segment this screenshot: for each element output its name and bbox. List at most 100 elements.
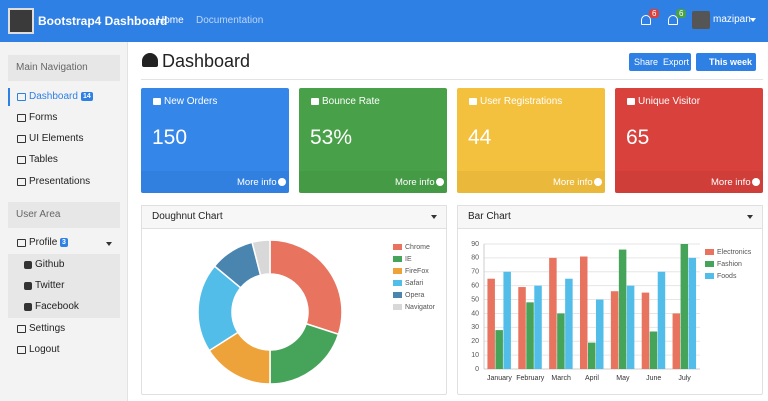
legend-swatch	[393, 268, 402, 274]
sidebar-badge: 3	[60, 238, 68, 247]
bar	[503, 271, 511, 369]
bar	[580, 256, 588, 369]
nav-icon	[17, 93, 26, 101]
bar	[641, 292, 650, 369]
x-tick-label: June	[646, 375, 661, 382]
x-tick-label: February	[516, 375, 545, 382]
share-export-group	[629, 53, 691, 71]
bar	[672, 313, 681, 369]
x-tick-label: May	[616, 375, 630, 382]
panel-header	[141, 205, 447, 229]
sidebar-item[interactable]: UI Elements	[29, 133, 84, 144]
date-button[interactable]	[696, 53, 756, 71]
stat-card	[299, 88, 447, 193]
caret[interactable]	[750, 18, 756, 22]
legend-label: Opera	[405, 292, 425, 299]
y-tick-label: 10	[471, 352, 479, 359]
card-link[interactable]: More info	[553, 177, 593, 188]
logo	[8, 8, 34, 34]
legend-label: Fashion	[717, 261, 742, 268]
button[interactable]: This week	[709, 57, 753, 67]
bar	[518, 287, 526, 369]
panel-header	[457, 205, 763, 229]
sidebar-section-title: User Area	[8, 202, 120, 228]
chart: Chrome IE FireFox Safari Opera Navigator	[197, 239, 436, 385]
user-name[interactable]: mazipan	[713, 14, 751, 25]
x-tick-label: March	[551, 375, 571, 382]
nav-icon	[17, 114, 26, 122]
legend-label: Electronics	[717, 249, 752, 256]
panel-toggle[interactable]	[431, 215, 437, 219]
nav-icon	[17, 325, 26, 333]
navbar	[0, 0, 768, 42]
button[interactable]: Share	[634, 57, 659, 67]
card-title: New Orders	[164, 96, 218, 107]
legend-swatch	[393, 292, 402, 298]
bar	[588, 342, 596, 369]
y-tick-label: 30	[471, 324, 479, 331]
sidebar-section-title: Main Navigation	[8, 55, 120, 81]
card-value: 65	[626, 126, 650, 149]
card-footer	[141, 171, 289, 193]
legend-swatch	[393, 280, 402, 286]
card-footer	[615, 171, 763, 193]
button[interactable]: Export	[663, 57, 690, 67]
submenu-icon	[24, 303, 32, 311]
panel-title: Bar Chart	[468, 211, 511, 222]
bar	[680, 244, 689, 369]
sidebar-item[interactable]: Presentations	[29, 176, 91, 187]
y-tick-label: 70	[471, 269, 479, 276]
submenu-item[interactable]: Twitter	[35, 280, 65, 291]
legend-swatch	[393, 256, 402, 262]
card-title: User Registrations	[480, 96, 563, 107]
arrow-icon	[278, 178, 286, 186]
card-icon	[153, 98, 161, 105]
active-indicator	[8, 88, 10, 106]
legend-swatch	[705, 273, 714, 279]
legend-label: FireFox	[405, 268, 429, 275]
sidebar-item[interactable]: Profile	[29, 237, 58, 248]
panel-title: Doughnut Chart	[152, 211, 223, 222]
submenu-item[interactable]: Github	[35, 259, 65, 270]
sidebar-item[interactable]: Dashboard	[29, 91, 78, 102]
nav-link[interactable]: Home	[157, 15, 184, 26]
chart: 0 10 20 30 40 50 60 70 80 90 January February March A…	[471, 241, 752, 382]
arrow-icon	[436, 178, 444, 186]
sidebar-item[interactable]: Tables	[29, 154, 58, 165]
bell-icon[interactable]	[641, 15, 651, 25]
card-title: Bounce Rate	[322, 96, 380, 107]
caret[interactable]	[106, 242, 112, 246]
y-tick-label: 50	[471, 296, 479, 303]
bar	[626, 285, 635, 369]
sidebar-item[interactable]: Forms	[29, 112, 58, 123]
submenu-icon	[24, 282, 32, 290]
card-link[interactable]: More info	[395, 177, 435, 188]
nav-icon	[17, 135, 26, 143]
legend-swatch	[705, 249, 714, 255]
bar	[557, 313, 565, 369]
legend-label: Navigator	[405, 304, 436, 311]
brand[interactable]: Bootstrap4 Dashboard	[38, 14, 168, 28]
doughnut-slice	[269, 322, 340, 385]
card-icon	[311, 98, 319, 105]
nav-icon	[17, 178, 26, 186]
sidebar-item[interactable]: Settings	[29, 323, 66, 334]
x-tick-label: July	[678, 375, 691, 382]
sidebar-badge: 14	[81, 92, 93, 101]
bar	[657, 271, 666, 369]
sidebar-item[interactable]: Logout	[29, 344, 60, 355]
card-link[interactable]: More info	[711, 177, 751, 188]
nav-link[interactable]: Documentation	[196, 15, 264, 26]
y-tick-label: 0	[475, 366, 479, 373]
bar	[618, 249, 627, 369]
bar	[534, 285, 542, 369]
y-tick-label: 90	[471, 241, 479, 248]
card-link[interactable]: More info	[237, 177, 277, 188]
nav-icon	[17, 239, 26, 247]
bell-icon[interactable]	[668, 15, 678, 25]
submenu-item[interactable]: Facebook	[35, 301, 79, 312]
legend-swatch	[393, 244, 402, 250]
panel-toggle[interactable]	[747, 215, 753, 219]
bar	[565, 278, 573, 369]
